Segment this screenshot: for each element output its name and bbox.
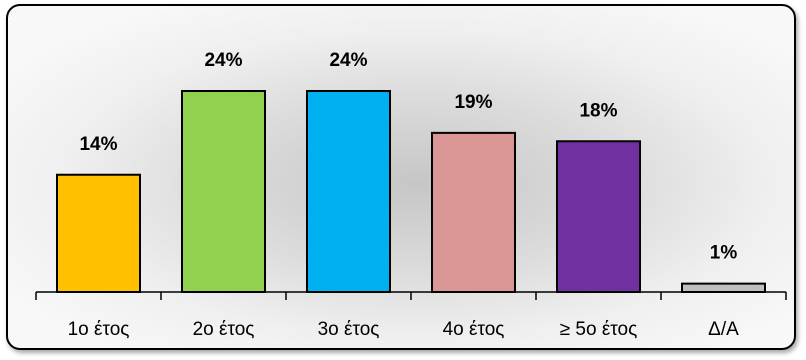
x-tick-label: 4ο έτος <box>443 319 505 340</box>
bar <box>56 173 141 293</box>
chart-frame: 14% 24% 24% 19% 18% 1% 1ο έτος 2ο έτος 3ο έτος 4… <box>6 4 796 350</box>
bar-value-label: 24% <box>204 50 242 71</box>
bar <box>306 90 391 293</box>
bar-value-label: 24% <box>329 50 367 71</box>
x-tick-label: 3ο έτος <box>318 319 380 340</box>
x-tick-label: 2ο έτος <box>193 319 255 340</box>
bar <box>181 90 266 293</box>
bar-value-label: 18% <box>579 100 617 121</box>
bar <box>431 131 516 293</box>
bar <box>556 140 641 293</box>
bar-chart: 14% 24% 24% 19% 18% 1% 1ο έτος 2ο έτος 3ο έτος 4… <box>35 50 787 340</box>
x-tick-label: 1ο έτος <box>68 319 130 340</box>
bar-value-label: 1% <box>710 243 738 264</box>
x-tick-label: ≥ 5ο έτος <box>560 319 638 340</box>
value-labels-layer: 14% 24% 24% 19% 18% 1% <box>79 50 737 264</box>
x-axis-tick-labels: 1ο έτος 2ο έτος 3ο έτος 4ο έτος ≥ 5ο έτος Δ/Α <box>68 319 740 340</box>
bars-layer <box>56 90 766 293</box>
x-tick-label: Δ/Α <box>708 319 739 340</box>
bar-value-label: 19% <box>454 92 492 113</box>
bar <box>681 282 766 293</box>
x-axis-ticks <box>35 292 787 300</box>
bar-value-label: 14% <box>79 134 117 155</box>
